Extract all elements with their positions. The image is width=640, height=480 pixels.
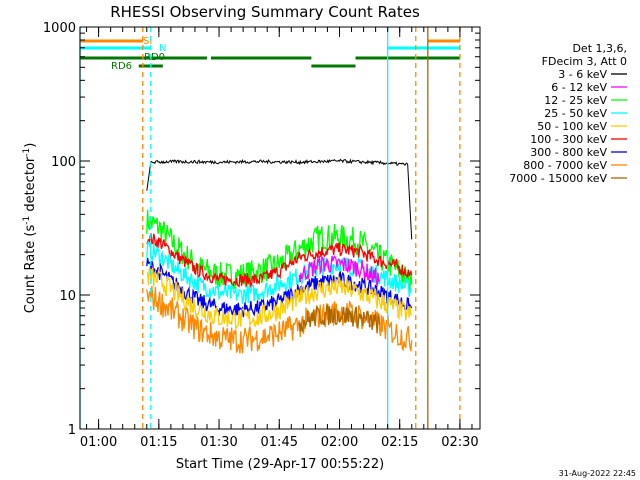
- y-tick-label: 100: [51, 155, 76, 170]
- y-axis-label-exponent: -1: [22, 216, 32, 225]
- y-tick-label: 1000: [43, 21, 76, 36]
- x-tick-label: 01:30: [200, 435, 237, 450]
- flag-label-rd0: RD0: [144, 52, 165, 63]
- flag-label-si: SI: [143, 36, 152, 47]
- y-axis-label-middle: detector: [23, 156, 38, 216]
- render-timestamp: 31-Aug-2022 22:45: [559, 469, 636, 478]
- y-axis-label: Count Rate (s-1 detector-1): [22, 143, 38, 314]
- flag-label-n: N: [159, 43, 166, 54]
- series-12-25-kev: [146, 209, 413, 293]
- legend-label: 300 - 800 keV: [530, 146, 607, 159]
- x-tick-label: 01:15: [140, 435, 177, 450]
- legend-header: FDecim 3, Att 0: [542, 55, 627, 68]
- series-50-100-kev: [146, 267, 413, 332]
- series-7000-15000-kev: [298, 303, 381, 334]
- x-tick-label: 02:00: [321, 435, 358, 450]
- series-6-12-kev: [298, 255, 381, 287]
- legend-label: 100 - 300 keV: [530, 133, 607, 146]
- series-3-6-kev: [146, 158, 413, 240]
- legend-label: 25 - 50 keV: [544, 107, 607, 120]
- legend-header: Det 1,3,6,: [572, 42, 627, 55]
- legend-label: 7000 - 15000 keV: [509, 172, 607, 185]
- plot-frame: [79, 26, 481, 430]
- flag-label-rd6: RD6: [111, 61, 132, 72]
- chart-title: RHESSI Observing Summary Count Rates: [110, 3, 420, 21]
- legend-label: 6 - 12 keV: [551, 81, 607, 94]
- y-tick-label: 1: [68, 423, 76, 438]
- x-tick-label: 01:45: [261, 435, 298, 450]
- y-axis-label-start: Count Rate (s: [23, 225, 38, 314]
- x-tick-label: 01:00: [80, 435, 117, 450]
- x-tick-label: 02:30: [441, 435, 478, 450]
- x-axis: 01:00 01:15 01:30 01:45 02:00 02:15 02:30: [80, 27, 479, 450]
- x-axis-label: Start Time (29-Apr-17 00:55:22): [176, 457, 384, 472]
- y-axis-label-end: ): [23, 143, 38, 148]
- legend-label: 800 - 7000 keV: [523, 159, 607, 172]
- y-axis: 1 10 100 1000: [43, 21, 480, 438]
- y-tick-label: 10: [59, 289, 76, 304]
- y-axis-label-exponent-2: -1: [22, 148, 32, 157]
- legend-label: 3 - 6 keV: [558, 68, 607, 81]
- plot-series: [146, 158, 413, 354]
- x-tick-label: 02:15: [381, 435, 418, 450]
- series-100-300-kev: [146, 233, 413, 289]
- legend-label: 50 - 100 keV: [537, 120, 607, 133]
- legend-label: 12 - 25 keV: [544, 94, 607, 107]
